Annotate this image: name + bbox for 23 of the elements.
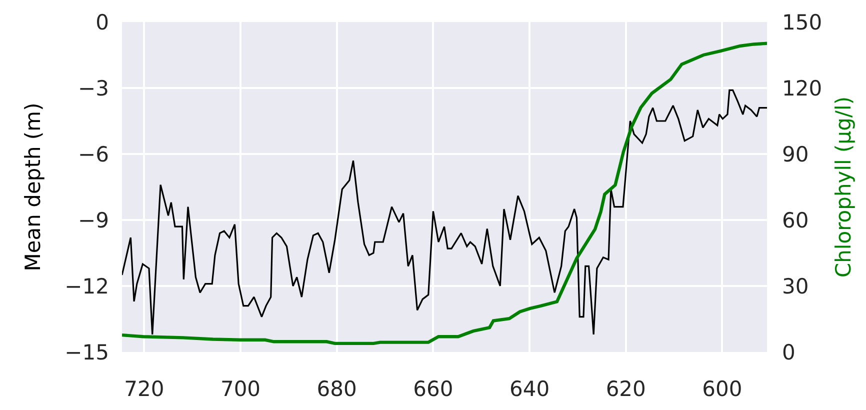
x-tick-label: 680 — [316, 377, 357, 401]
y2-tick-label: 120 — [782, 76, 822, 100]
y2-axis-title: Chlorophyll (µg/l) — [831, 96, 856, 278]
y-tick-label: −15 — [64, 340, 109, 364]
x-tick-label: 600 — [702, 377, 742, 401]
y-tick-label: −9 — [78, 208, 109, 232]
y-axis-title: Mean depth (m) — [20, 102, 45, 272]
y2-tick-label: 30 — [782, 274, 809, 298]
x-tick-label: 620 — [606, 377, 646, 401]
x-tick-label: 640 — [509, 377, 550, 401]
y-tick-label: −3 — [78, 76, 109, 100]
x-tick-label: 660 — [413, 377, 454, 401]
x-tick-label: 700 — [220, 377, 261, 401]
y2-tick-label: 0 — [782, 340, 796, 364]
y-tick-label: −6 — [78, 142, 109, 166]
x-tick-label: 720 — [124, 377, 164, 401]
line-series — [122, 89, 767, 336]
y2-tick-label: 150 — [782, 10, 822, 34]
y2-tick-label: 90 — [782, 142, 809, 166]
y2-tick-label: 60 — [782, 208, 809, 232]
y-tick-label: −12 — [64, 274, 109, 298]
y-tick-label: 0 — [96, 10, 109, 34]
line-series — [122, 42, 767, 346]
